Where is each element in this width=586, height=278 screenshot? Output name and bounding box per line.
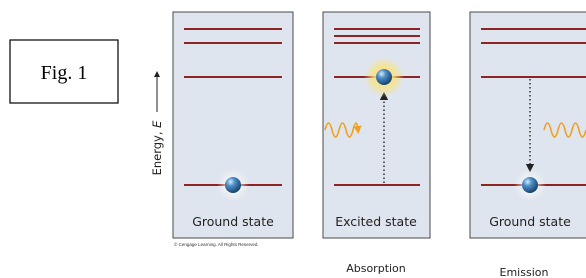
figure-label: Fig. 1 <box>41 62 88 84</box>
panel-label: Ground state <box>192 214 274 229</box>
page: Fig. 1 Energy, E Ground state © Cengage … <box>0 0 586 278</box>
electron <box>376 69 392 85</box>
diagram: Fig. 1 Energy, E Ground state © Cengage … <box>0 0 586 278</box>
panel-background <box>173 12 293 238</box>
electron <box>225 177 241 193</box>
electron <box>522 177 538 193</box>
panel-background <box>323 12 430 238</box>
panel: Ground state <box>173 12 293 238</box>
panel: Excited state <box>323 12 430 238</box>
panel: Ground state <box>470 12 586 238</box>
caption: Emission <box>500 266 549 278</box>
energy-symbol: E <box>150 120 164 128</box>
credit: © Cengage Learning. All Rights Reserved. <box>174 241 259 247</box>
energy-axis-label: Energy, E <box>150 120 164 176</box>
energy-text: Energy, <box>150 132 164 176</box>
panel-label: Excited state <box>335 214 417 229</box>
panel-background <box>470 12 586 238</box>
caption: Absorption <box>346 262 406 275</box>
panel-label: Ground state <box>489 214 571 229</box>
